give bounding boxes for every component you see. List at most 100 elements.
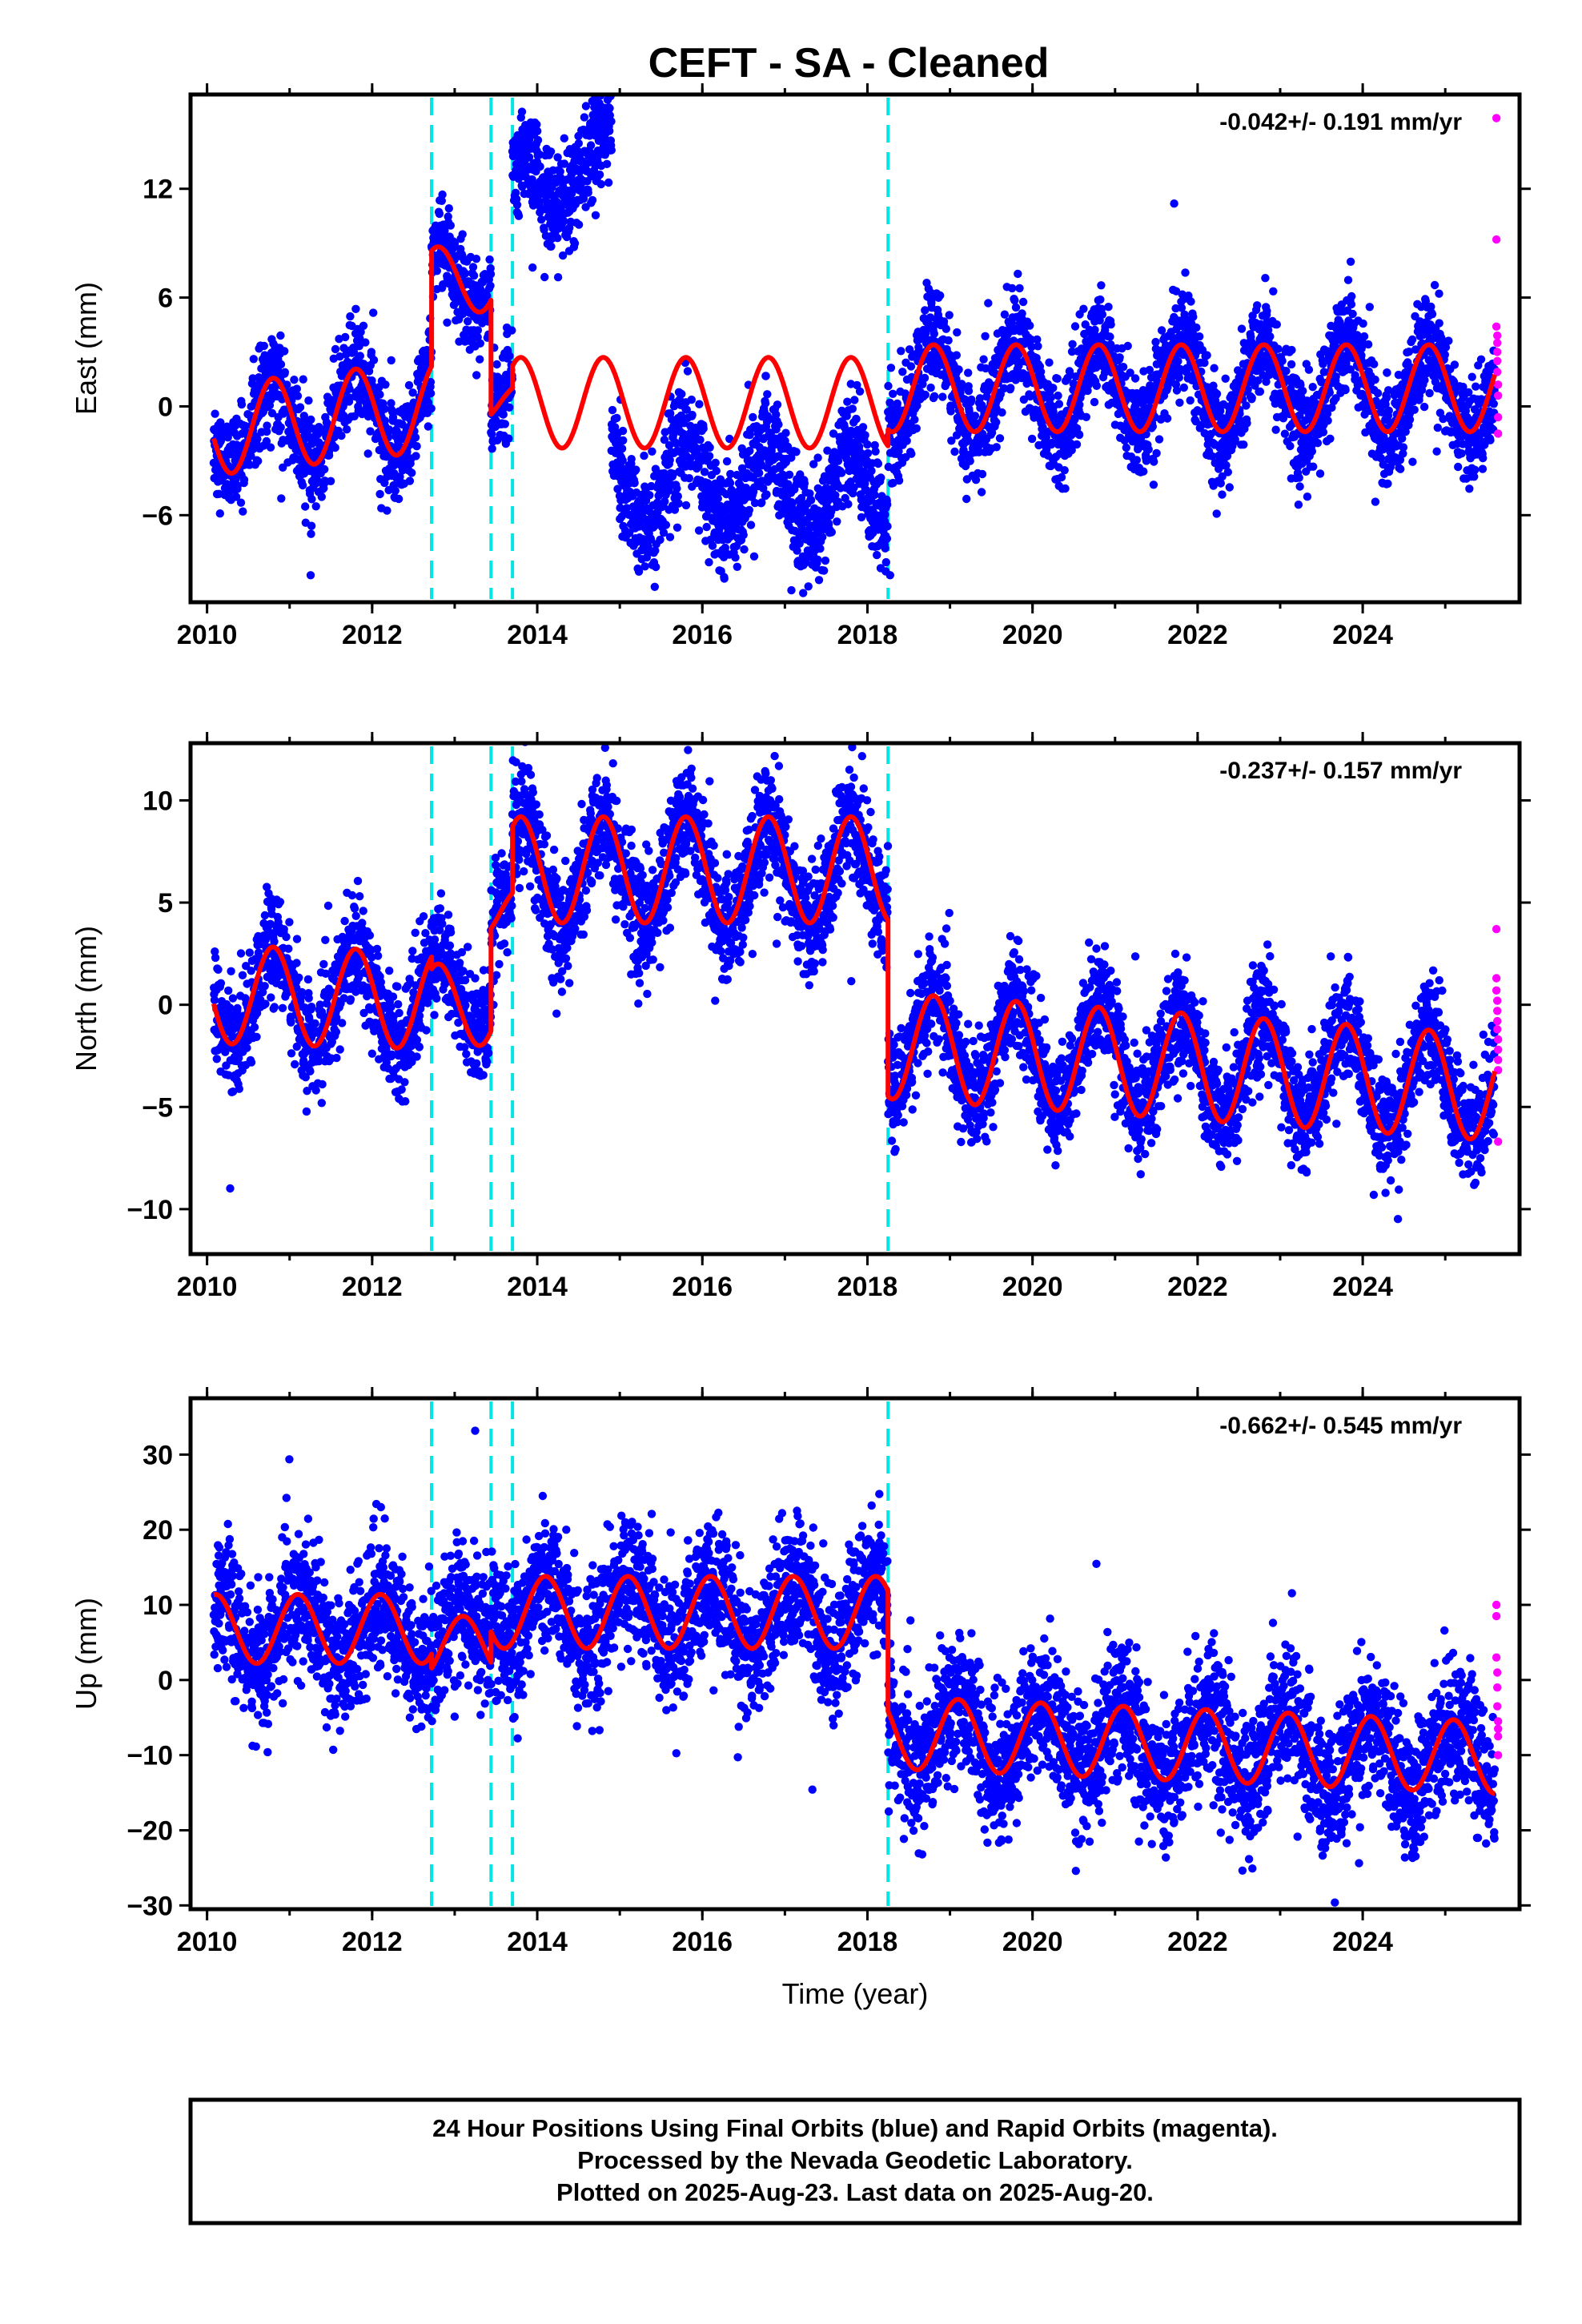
data-point [298,480,307,490]
data-point [944,336,953,345]
data-point [254,456,263,465]
data-point [1359,319,1367,328]
data-point [444,204,453,213]
data-point [1026,321,1034,330]
data-point [239,475,249,485]
data-point [1396,464,1405,473]
data-point [893,399,902,408]
data-point [1018,297,1028,307]
data-point [398,466,408,475]
data-point [833,517,841,526]
data-point [1274,344,1283,353]
data-point [694,526,704,535]
data-point [1261,274,1270,283]
data-point [280,368,289,376]
data-point [239,507,247,516]
data-point [804,582,813,591]
data-point [387,356,396,365]
data-point [749,552,759,561]
data-point [476,339,484,348]
data-point [584,188,592,197]
data-point [1343,275,1353,284]
data-point [1323,416,1332,425]
data-point [894,476,904,485]
data-point [1363,340,1373,349]
data-point [774,420,783,429]
data-point [950,447,959,456]
data-point [355,352,364,360]
data-point [608,405,617,415]
data-point [1287,360,1296,369]
data-point [981,332,990,340]
data-point [375,489,384,499]
data-point [720,574,729,583]
data-point [276,331,285,340]
data-point [673,492,682,501]
data-point [889,389,897,398]
data-point [930,392,939,400]
data-point [1115,353,1124,362]
data-point [1295,473,1303,482]
data-point [1223,468,1233,476]
data-point [674,499,683,508]
data-point [1286,441,1295,451]
data-point [685,474,694,483]
data-point [954,365,963,374]
data-point [408,468,416,477]
data-point [619,436,628,445]
data-point [591,211,600,219]
data-point [359,321,368,330]
data-point [311,502,320,511]
data-point [553,273,563,282]
chart-title: CEFT - SA - Cleaned [648,40,1050,86]
data-point [607,146,616,155]
data-point [279,463,287,472]
data-point [504,434,513,443]
data-point [324,451,334,460]
data-point [345,384,354,393]
data-point [388,412,398,422]
data-point [1072,440,1082,449]
data-point [745,446,754,456]
data-point [443,318,452,327]
data-point [863,440,872,449]
data-point [977,488,986,497]
data-point [936,291,945,300]
data-point [1186,297,1195,306]
data-point [512,200,522,209]
data-point [1382,393,1391,402]
data-point [432,267,441,275]
data-point [1174,356,1182,366]
data-point [446,221,455,230]
data-point [427,404,436,413]
data-point [1383,479,1392,489]
data-point [1082,412,1091,421]
data-point [570,239,580,248]
data-point [1054,391,1062,400]
data-point [882,534,892,543]
data-point [1149,480,1158,489]
data-point [1054,400,1064,408]
data-point [1045,358,1054,367]
data-point [992,418,1001,427]
data-point [910,415,919,424]
data-point [605,127,614,135]
data-point [412,452,420,460]
data-point [586,141,596,150]
data-point [536,162,544,171]
data-point [1371,375,1379,384]
data-point [1000,310,1010,319]
data-point [1123,341,1132,351]
data-point [1303,493,1312,501]
data-point [411,433,420,442]
data-point [514,211,524,220]
data-point [266,443,275,452]
data-point [546,147,556,156]
data-point [942,324,951,333]
data-point [560,134,568,143]
data-point [627,455,636,464]
data-point [1309,462,1318,471]
data-point [1097,281,1106,290]
data-point [355,342,363,351]
data-point [1271,425,1280,434]
